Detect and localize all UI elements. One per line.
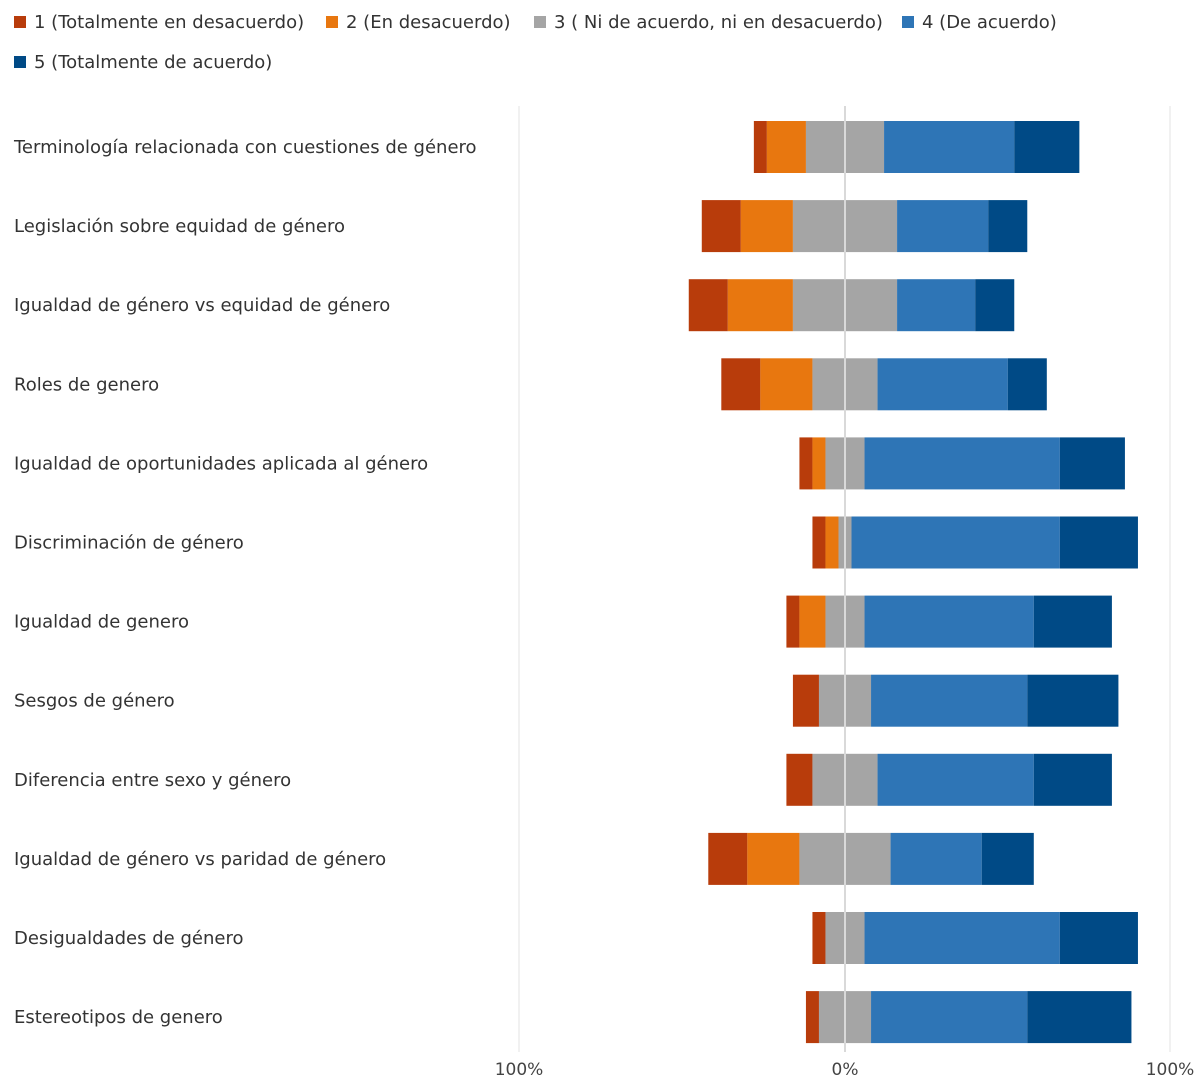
bar-sesgos-de-genero-level-1 <box>792 674 819 727</box>
x-axis-ticks: 100% 0% 100% <box>495 1060 1195 1077</box>
category-label: Igualdad de género vs equidad de género <box>14 295 390 316</box>
bar-igualdad-de-genero-level-2 <box>799 595 826 648</box>
bar-terminologia-relacionada-con-cuestiones-de-genero-level-1 <box>753 121 767 173</box>
bar-terminologia-relacionada-con-cuestiones-de-genero-level-2 <box>766 121 806 173</box>
legend-swatch-5 <box>14 56 26 68</box>
category-label: Estereotipos de genero <box>14 1007 223 1028</box>
category-label: Discriminación de género <box>14 533 244 554</box>
bar-igualdad-de-genero-vs-equidad-de-genero-level-4 <box>897 279 976 332</box>
bar-estereotipos-de-genero-level-5 <box>1027 991 1132 1044</box>
bar-igualdad-de-oportunidades-aplicada-al-genero-level-2 <box>812 437 826 490</box>
bar-roles-de-genero-level-5 <box>1007 358 1047 411</box>
bar-legislacion-sobre-equidad-de-genero-level-1 <box>701 200 741 253</box>
legend-label-4: 4 (De acuerdo) <box>922 12 1057 33</box>
legend-swatch-2 <box>326 16 338 28</box>
bar-discriminacion-de-genero-level-4 <box>851 516 1060 569</box>
category-label: Igualdad de genero <box>14 612 189 633</box>
category-label: Diferencia entre sexo y género <box>14 770 291 791</box>
legend-swatch-1 <box>14 16 26 28</box>
bar-discriminacion-de-genero-level-5 <box>1059 516 1138 569</box>
bar-desigualdades-de-genero-level-4 <box>864 912 1060 964</box>
bar-terminologia-relacionada-con-cuestiones-de-genero-level-4 <box>884 121 1015 173</box>
bar-legislacion-sobre-equidad-de-genero-level-4 <box>897 200 989 253</box>
bar-discriminacion-de-genero-level-2 <box>825 516 839 569</box>
category-label: Legislación sobre equidad de género <box>14 216 345 237</box>
bar-sesgos-de-genero-level-5 <box>1027 674 1119 727</box>
bar-legislacion-sobre-equidad-de-genero-level-2 <box>740 200 793 253</box>
category-labels: Terminología relacionada con cuestiones … <box>13 137 477 1028</box>
bar-diferencia-entre-sexo-y-genero-level-4 <box>877 753 1034 806</box>
bar-diferencia-entre-sexo-y-genero-level-5 <box>1033 753 1112 806</box>
bar-igualdad-de-oportunidades-aplicada-al-genero-level-1 <box>799 437 813 490</box>
legend-label-1: 1 (Totalmente en desacuerdo) <box>34 12 304 33</box>
bar-igualdad-de-genero-level-1 <box>786 595 800 648</box>
bar-igualdad-de-genero-vs-equidad-de-genero-level-5 <box>975 279 1015 332</box>
bar-igualdad-de-genero-level-4 <box>864 595 1034 648</box>
bar-estereotipos-de-genero-level-4 <box>871 991 1028 1044</box>
bar-diferencia-entre-sexo-y-genero-level-1 <box>786 753 813 806</box>
legend-label-2: 2 (En desacuerdo) <box>346 12 511 33</box>
bar-roles-de-genero-level-4 <box>877 358 1008 411</box>
bar-discriminacion-de-genero-level-1 <box>812 516 826 569</box>
bar-roles-de-genero-level-1 <box>721 358 761 411</box>
bar-igualdad-de-genero-vs-paridad-de-genero-level-5 <box>981 832 1034 885</box>
x-tick-label: 0% <box>832 1060 859 1077</box>
category-label: Igualdad de género vs paridad de género <box>14 849 386 870</box>
x-tick-label: 100% <box>1146 1060 1195 1077</box>
bar-igualdad-de-genero-vs-paridad-de-genero-level-4 <box>890 832 982 885</box>
gridlines <box>518 106 1171 1052</box>
bar-igualdad-de-oportunidades-aplicada-al-genero-level-4 <box>864 437 1060 490</box>
bars <box>688 121 1138 1044</box>
category-label: Igualdad de oportunidades aplicada al gé… <box>14 453 428 474</box>
bar-sesgos-de-genero-level-4 <box>871 674 1028 727</box>
bar-desigualdades-de-genero-level-5 <box>1059 912 1138 964</box>
category-label: Terminología relacionada con cuestiones … <box>13 137 477 158</box>
bar-igualdad-de-oportunidades-aplicada-al-genero-level-5 <box>1059 437 1125 490</box>
legend: 1 (Totalmente en desacuerdo) 2 (En desacu… <box>14 12 1057 73</box>
bar-desigualdades-de-genero-level-1 <box>812 912 826 964</box>
legend-label-5: 5 (Totalmente de acuerdo) <box>34 52 272 73</box>
bar-igualdad-de-genero-vs-paridad-de-genero-level-2 <box>747 832 800 885</box>
bar-roles-de-genero-level-2 <box>760 358 813 411</box>
bar-igualdad-de-genero-level-5 <box>1033 595 1112 648</box>
bar-igualdad-de-genero-vs-equidad-de-genero-level-2 <box>727 279 793 332</box>
bar-terminologia-relacionada-con-cuestiones-de-genero-level-5 <box>1014 121 1080 173</box>
legend-label-3: 3 ( Ni de acuerdo, ni en desacuerdo) <box>554 12 883 33</box>
x-tick-label: 100% <box>495 1060 544 1077</box>
category-label: Sesgos de género <box>14 691 175 712</box>
bar-igualdad-de-genero-vs-paridad-de-genero-level-1 <box>708 832 748 885</box>
bar-legislacion-sobre-equidad-de-genero-level-5 <box>988 200 1028 253</box>
bar-estereotipos-de-genero-level-1 <box>805 991 819 1044</box>
legend-swatch-4 <box>902 16 914 28</box>
category-label: Desigualdades de género <box>14 928 243 949</box>
bar-igualdad-de-genero-vs-equidad-de-genero-level-1 <box>688 279 728 332</box>
legend-swatch-3 <box>534 16 546 28</box>
category-label: Roles de genero <box>14 374 159 395</box>
